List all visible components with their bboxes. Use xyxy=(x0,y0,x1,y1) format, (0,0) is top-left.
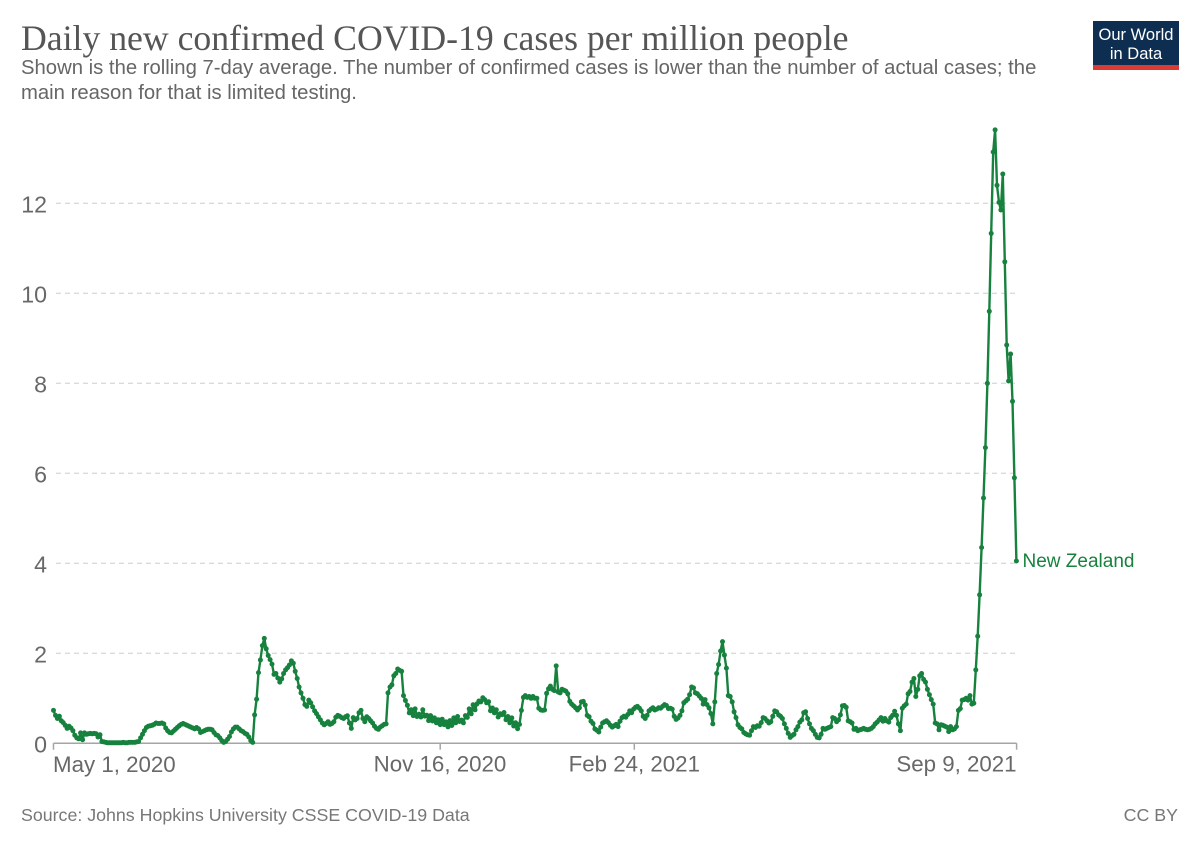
svg-text:4: 4 xyxy=(34,551,47,577)
svg-text:12: 12 xyxy=(21,191,47,217)
svg-text:6: 6 xyxy=(34,461,47,487)
svg-text:May 1, 2020: May 1, 2020 xyxy=(53,752,176,777)
svg-text:2: 2 xyxy=(34,641,47,667)
svg-text:Nov 16, 2020: Nov 16, 2020 xyxy=(374,751,507,776)
svg-text:8: 8 xyxy=(34,371,47,397)
svg-text:Feb 24, 2021: Feb 24, 2021 xyxy=(569,751,700,776)
svg-text:0: 0 xyxy=(34,731,47,757)
svg-text:10: 10 xyxy=(21,281,47,307)
svg-text:New Zealand: New Zealand xyxy=(1023,551,1135,572)
svg-text:Sep 9, 2021: Sep 9, 2021 xyxy=(896,751,1016,776)
